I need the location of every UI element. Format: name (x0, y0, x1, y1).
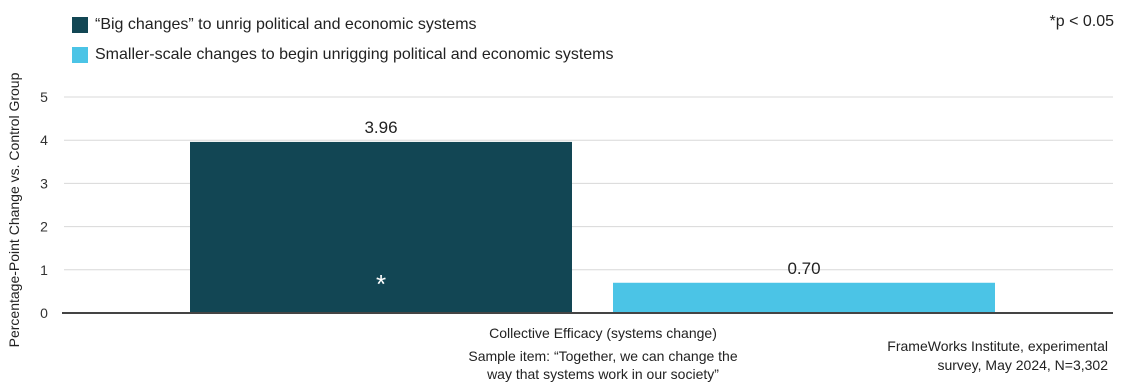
legend-label-big-changes: “Big changes” to unrig political and eco… (95, 16, 477, 33)
legend-label-smaller-changes: Smaller-scale changes to begin unrigging… (95, 46, 614, 63)
y-tick-label-0: 0 (40, 305, 48, 321)
data-label-series-1: 3.96 (364, 118, 397, 137)
data-label-series-2: 0.70 (787, 259, 820, 278)
y-tick-label-3: 3 (40, 175, 48, 191)
y-tick-label-2: 2 (40, 219, 48, 235)
y-tick-label-1: 1 (40, 262, 48, 278)
source-note: FrameWorks Institute, experimental surve… (887, 337, 1108, 375)
significance-note: *p < 0.05 (1049, 13, 1115, 30)
category-label: Collective Efficacy (systems change) (489, 325, 717, 341)
bar-series-2 (613, 282, 995, 313)
y-tick-label-4: 4 (40, 132, 48, 148)
legend: “Big changes” to unrig political and eco… (72, 10, 614, 70)
legend-swatch-smaller-changes (72, 47, 88, 63)
category-sublabel-line-1: Sample item: “Together, we can change th… (468, 348, 737, 364)
source-note-line-1: FrameWorks Institute, experimental (887, 338, 1108, 354)
legend-item-smaller-changes: Smaller-scale changes to begin unrigging… (72, 40, 614, 70)
category-sublabel-line-2: way that systems work in our society” (486, 366, 719, 382)
source-note-line-2: survey, May 2024, N=3,302 (937, 357, 1108, 373)
y-tick-label-5: 5 (40, 89, 48, 105)
significance-marker-series-1: * (376, 269, 386, 299)
legend-swatch-big-changes (72, 17, 88, 33)
legend-item-big-changes: “Big changes” to unrig political and eco… (72, 10, 614, 40)
bar-series-1 (190, 141, 572, 313)
